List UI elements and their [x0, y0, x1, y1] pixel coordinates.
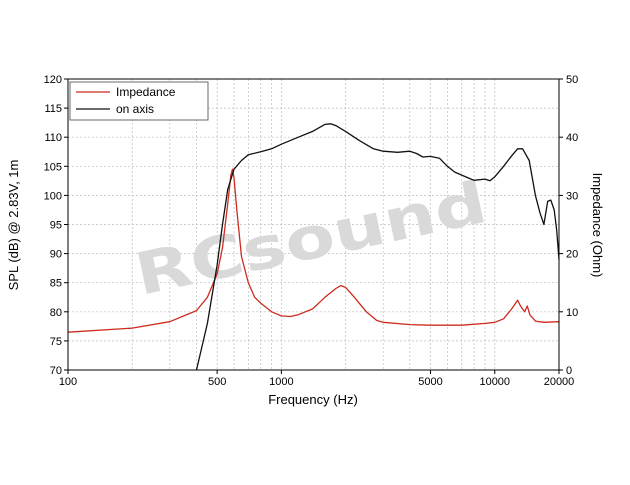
x-tick-label: 100 [59, 376, 77, 388]
y-axis-right-ticks: 0 10 20 30 40 50 [559, 74, 578, 377]
y-left-tick-label: 70 [50, 365, 62, 377]
y-left-tick-label: 120 [44, 74, 62, 86]
x-tick-label: 5000 [418, 376, 442, 388]
x-axis-title: Frequency (Hz) [268, 392, 358, 407]
y-left-tick-label: 115 [44, 103, 62, 115]
y-axis-left-title: SPL (dB) @ 2.83V, 1m [6, 160, 21, 291]
x-tick-label: 500 [208, 376, 226, 388]
y-axis-left-ticks: 70 75 80 85 90 95 100 105 110 115 120 [44, 74, 68, 377]
y-right-tick-label: 40 [566, 132, 578, 144]
y-left-tick-label: 105 [44, 161, 62, 173]
y-right-tick-label: 10 [566, 307, 578, 319]
legend-box [69, 81, 209, 121]
x-tick-label: 1000 [269, 376, 293, 388]
legend: Impedance on axis [69, 81, 209, 121]
y-axis-right-title: Impedance (Ohm) [590, 173, 605, 278]
y-left-tick-label: 80 [50, 307, 62, 319]
y-left-tick-label: 100 [44, 190, 62, 202]
series-line-spl [195, 123, 560, 371]
y-right-tick-label: 0 [566, 365, 572, 377]
x-tick-label: 20000 [544, 376, 575, 388]
y-right-tick-label: 30 [566, 190, 578, 202]
x-axis-ticks: 100 500 1000 5000 10000 20000 [59, 370, 574, 388]
x-tick-label: 10000 [479, 376, 510, 388]
legend-label: on axis [116, 102, 154, 116]
series-line-impedance [67, 168, 560, 333]
y-right-tick-label: 50 [566, 74, 578, 86]
y-right-tick-label: 20 [566, 249, 578, 261]
y-left-tick-label: 75 [50, 336, 62, 348]
y-left-tick-label: 95 [50, 220, 62, 232]
legend-label: Impedance [116, 85, 176, 99]
series-group [67, 123, 560, 371]
y-left-tick-label: 85 [50, 278, 62, 290]
y-left-tick-label: 110 [44, 132, 62, 144]
y-left-tick-label: 90 [50, 249, 62, 261]
